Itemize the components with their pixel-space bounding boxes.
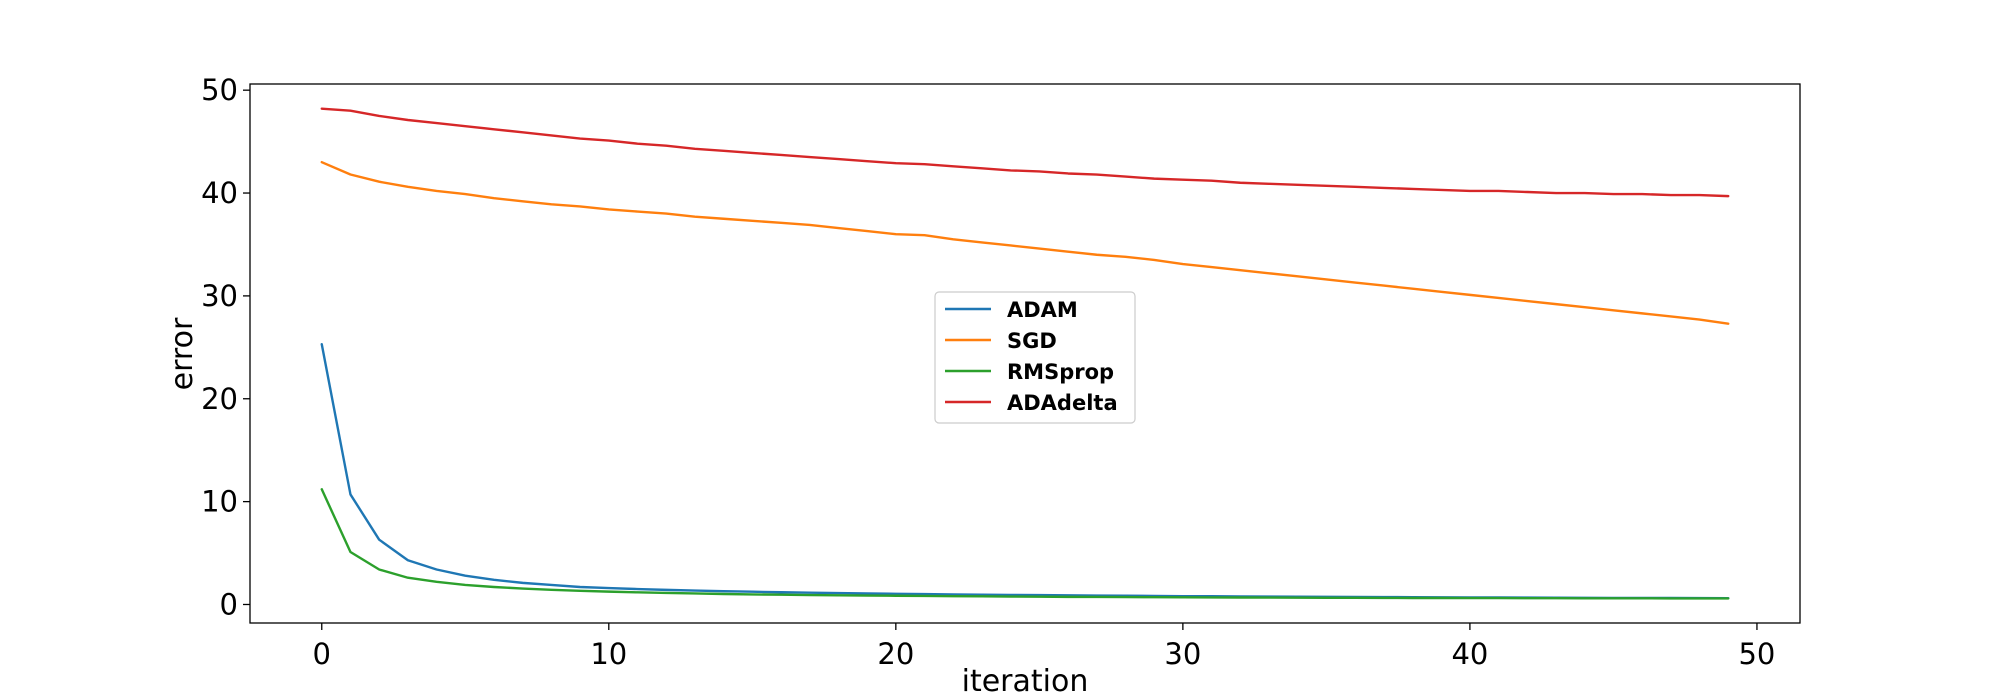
plot-frame [249,83,1801,624]
legend-label-rmsprop: RMSprop [1007,360,1114,384]
y-axis: 0 10 20 30 40 50 [201,73,250,621]
legend-label-adadelta: ADAdelta [1007,391,1118,415]
legend: ADAM SGD RMSprop ADAdelta [934,291,1136,424]
x-tick-label: 0 [313,637,331,671]
y-tick-label: 30 [201,279,238,313]
x-tick-label: 50 [1738,637,1775,671]
series-layer [320,107,1730,600]
x-axis: 0 10 20 30 40 50 [313,623,1775,671]
x-tick-label: 40 [1451,637,1488,671]
y-axis-title: error [165,317,200,390]
series-line-adadelta [320,107,1730,198]
y-tick-label: 40 [201,176,238,210]
series-line-sgd [320,160,1730,325]
x-tick-label: 30 [1164,637,1201,671]
y-tick-label: 0 [220,587,238,621]
y-tick-label: 10 [201,485,238,519]
x-tick-label: 10 [590,637,627,671]
y-tick-label: 20 [201,382,238,416]
x-tick-label: 20 [877,637,914,671]
legend-label-sgd: SGD [1007,329,1057,353]
legend-box [934,291,1136,424]
x-axis-title: iteration [962,664,1089,699]
y-tick-label: 50 [201,73,238,107]
legend-label-adam: ADAM [1007,298,1078,322]
series-line-rmsprop [320,488,1730,600]
